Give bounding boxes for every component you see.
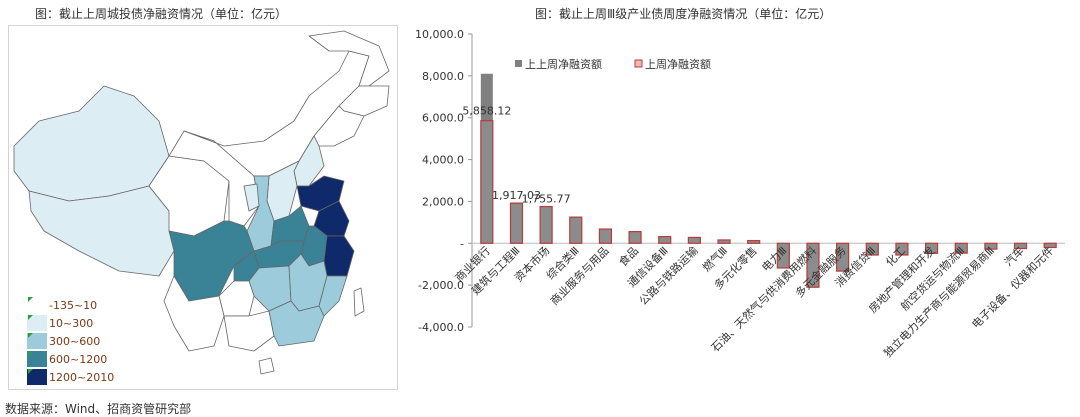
legend-swatch — [27, 351, 47, 367]
legend-flag-icon — [28, 297, 33, 302]
legend-row: 10~300 — [27, 314, 114, 332]
china-map-panel: -135~10 10~300 300~600 600~1200 1200~2010 — [8, 25, 398, 390]
legend-flag-icon — [28, 351, 33, 356]
bar-last-week — [687, 236, 701, 244]
legend-label: 10~300 — [49, 316, 94, 330]
region-tibet — [28, 185, 175, 277]
legend-flag-icon — [28, 315, 33, 320]
region-yunnan — [163, 275, 225, 352]
y-tick-label: 6,000.0 — [422, 112, 464, 125]
map-legend: -135~10 10~300 300~600 600~1200 1200~2010 — [27, 296, 114, 386]
category-label: 食品 — [616, 244, 641, 269]
bar-chart: -4,000.0-2,000.0-2,000.04,000.06,000.08,… — [415, 28, 1065, 360]
bar-last-week — [717, 239, 731, 244]
legend-swatch — [27, 333, 47, 349]
y-tick-label: 10,000.0 — [415, 28, 464, 41]
legend-swatch — [27, 315, 47, 331]
y-tick-label: 2,000.0 — [422, 195, 464, 208]
bar-last-week — [895, 242, 909, 256]
legend-flag-icon — [28, 333, 33, 338]
map-title: 图：截止上周城投债净融资情况（单位：亿元） — [35, 7, 288, 21]
bar-last-week — [1043, 242, 1057, 249]
y-tick-label: 8,000.0 — [422, 70, 464, 83]
y-tick-label: 4,000.0 — [422, 154, 464, 167]
region-ningxia — [243, 183, 260, 212]
legend-row: 300~600 — [27, 332, 114, 350]
legend-swatch-last-week — [634, 59, 643, 68]
bar-last-week — [509, 202, 524, 244]
chart-title: 图：截止上周Ⅲ级产业债周度净融资情况（单位：亿元） — [535, 7, 832, 21]
region-guangxi — [223, 310, 275, 352]
bar-last-week — [924, 242, 939, 254]
legend-label: -135~10 — [49, 298, 98, 312]
legend-swatch-prev-week — [515, 60, 522, 67]
bar-last-week — [480, 120, 494, 244]
data-label: 1,755.77 — [522, 193, 571, 206]
bar-last-week — [776, 242, 790, 269]
bar-last-week — [984, 242, 998, 250]
legend-label: 300~600 — [49, 334, 101, 348]
y-tick-label: - — [460, 237, 464, 250]
legend-label-last-week: 上周净融资额 — [645, 57, 711, 71]
y-tick-label: -2,000.0 — [418, 279, 464, 292]
bar-last-week — [539, 205, 553, 244]
bar-last-week — [1013, 242, 1028, 250]
region-liaoning — [313, 105, 365, 147]
bar-last-week — [954, 242, 968, 254]
bar-last-week — [865, 242, 879, 256]
region-shandong — [296, 175, 345, 212]
region-taiwan — [353, 287, 365, 317]
legend-row: 1200~2010 — [27, 368, 114, 386]
source-note: 数据来源：Wind、招商资管研究部 — [5, 402, 192, 416]
data-label: 5,858.12 — [462, 105, 511, 118]
bar-last-week — [569, 216, 583, 244]
region-guangdong — [268, 300, 325, 347]
region-hainan — [258, 357, 275, 375]
legend-row: 600~1200 — [27, 350, 114, 368]
china-choropleth-map — [13, 30, 390, 375]
data-label: 1,917.03 — [492, 189, 541, 202]
region-zhejiang — [323, 235, 355, 277]
bar-last-week — [806, 242, 820, 288]
bar-last-week — [836, 242, 850, 272]
legend-swatch — [27, 369, 47, 385]
legend-label: 600~1200 — [49, 352, 108, 366]
legend-flag-icon — [28, 369, 33, 374]
legend-row: -135~10 — [27, 296, 114, 314]
y-tick-label: -4,000.0 — [418, 321, 464, 334]
legend-swatch — [27, 297, 47, 313]
legend-label-prev-week: 上上周净融资额 — [525, 57, 602, 71]
region-xinjiang — [13, 85, 170, 202]
bar-last-week — [628, 230, 642, 244]
legend-label: 1200~2010 — [49, 370, 115, 384]
bar-last-week — [747, 239, 761, 244]
bar-last-week — [658, 235, 672, 244]
bar-last-week — [598, 228, 613, 244]
